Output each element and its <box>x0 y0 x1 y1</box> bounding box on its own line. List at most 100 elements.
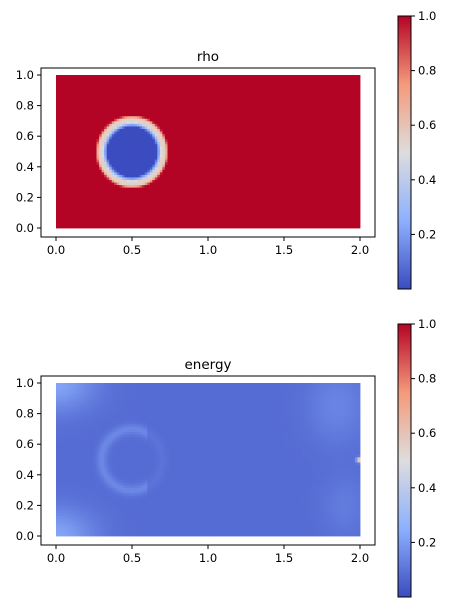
rho-heatmap-cell <box>147 121 150 124</box>
rho-heatmap-cell <box>345 152 348 155</box>
rho-heatmap-cell <box>292 225 295 228</box>
rho-heatmap-cell <box>264 220 267 223</box>
rho-heatmap-cell <box>289 220 292 223</box>
rho-heatmap-cell <box>218 213 221 216</box>
rho-heatmap-cell <box>304 164 307 167</box>
rho-heatmap-cell <box>340 139 343 142</box>
rho-heatmap-cell <box>147 141 150 144</box>
rho-heatmap-cell <box>350 149 353 152</box>
rho-heatmap-cell <box>157 144 160 147</box>
rho-heatmap-cell <box>271 129 274 132</box>
rho-heatmap-cell <box>256 215 259 218</box>
rho-heatmap-cell <box>266 203 269 206</box>
rho-heatmap-cell <box>160 182 163 185</box>
rho-heatmap-cell <box>107 182 110 185</box>
rho-heatmap-cell <box>175 123 178 126</box>
rho-heatmap-cell <box>243 159 246 162</box>
rho-heatmap-cell <box>347 123 350 126</box>
rho-heatmap-cell <box>127 203 130 206</box>
rho-heatmap-cell <box>226 203 229 206</box>
rho-heatmap-cell <box>289 159 292 162</box>
rho-heatmap-cell <box>74 121 77 124</box>
rho-heatmap-cell <box>312 182 315 185</box>
rho-heatmap-cell <box>259 197 262 200</box>
rho-heatmap-cell <box>127 131 130 134</box>
rho-heatmap-cell <box>284 126 287 129</box>
rho-heatmap-cell <box>76 141 79 144</box>
rho-heatmap-cell <box>289 213 292 216</box>
rho-heatmap-cell <box>213 225 216 228</box>
rho-heatmap-cell <box>74 149 77 152</box>
rho-heatmap-cell <box>109 213 112 216</box>
rho-heatmap-cell <box>271 185 274 188</box>
rho-heatmap-cell <box>294 187 297 190</box>
rho-heatmap-cell <box>198 146 201 149</box>
rho-heatmap-cell <box>216 129 219 132</box>
rho-heatmap-cell <box>127 146 130 149</box>
rho-heatmap-cell <box>211 164 214 167</box>
rho-heatmap-cell <box>114 167 117 170</box>
rho-heatmap-cell <box>251 146 254 149</box>
rho-heatmap-cell <box>155 126 158 129</box>
rho-heatmap-cell <box>261 129 264 132</box>
rho-heatmap-cell <box>170 197 173 200</box>
rho-heatmap-cell <box>59 164 62 167</box>
rho-heatmap-cell <box>127 223 130 226</box>
rho-heatmap-cell <box>337 131 340 134</box>
rho-heatmap-cell <box>180 157 183 160</box>
rho-heatmap-cell <box>203 157 206 160</box>
rho-heatmap-cell <box>261 169 264 172</box>
rho-heatmap-cell <box>292 134 295 137</box>
rho-heatmap-cell <box>327 197 330 200</box>
rho-heatmap-cell <box>251 141 254 144</box>
rho-heatmap-cell <box>335 157 338 160</box>
rho-heatmap-cell <box>208 182 211 185</box>
rho-heatmap-cell <box>142 123 145 126</box>
rho-heatmap-cell <box>74 174 77 177</box>
rho-heatmap-cell <box>107 177 110 180</box>
rho-heatmap-cell <box>89 169 92 172</box>
rho-heatmap-cell <box>350 210 353 213</box>
rho-heatmap-cell <box>79 200 82 203</box>
rho-heatmap-cell <box>259 169 262 172</box>
rho-heatmap-cell <box>325 126 328 129</box>
rho-heatmap-cell <box>84 152 87 155</box>
rho-heatmap-cell <box>281 220 284 223</box>
rho-heatmap-cell <box>332 213 335 216</box>
rho-heatmap-cell <box>64 134 67 137</box>
rho-heatmap-cell <box>200 192 203 195</box>
rho-heatmap-cell <box>256 167 259 170</box>
rho-heatmap-cell <box>112 205 115 208</box>
rho-heatmap-cell <box>274 126 277 129</box>
rho-heatmap-cell <box>56 129 59 132</box>
rho-heatmap-cell <box>165 192 168 195</box>
rho-heatmap-cell <box>233 134 236 137</box>
rho-heatmap-cell <box>56 190 59 193</box>
rho-heatmap-cell <box>129 187 132 190</box>
rho-heatmap-cell <box>198 187 201 190</box>
rho-heatmap-cell <box>107 167 110 170</box>
rho-heatmap-cell <box>147 218 150 221</box>
rho-heatmap-cell <box>236 205 239 208</box>
rho-heatmap-cell <box>294 123 297 126</box>
rho-heatmap-cell <box>205 174 208 177</box>
rho-heatmap-cell <box>279 139 282 142</box>
rho-heatmap-cell <box>355 210 358 213</box>
rho-heatmap-cell <box>299 162 302 165</box>
rho-heatmap-cell <box>59 154 62 157</box>
rho-heatmap-cell <box>56 187 59 190</box>
rho-heatmap-cell <box>119 192 122 195</box>
rho-heatmap-cell <box>203 225 206 228</box>
rho-heatmap-cell <box>337 225 340 228</box>
rho-heatmap-cell <box>241 190 244 193</box>
rho-heatmap-cell <box>74 154 77 157</box>
rho-heatmap-cell <box>180 200 183 203</box>
rho-heatmap-cell <box>292 177 295 180</box>
rho-heatmap-cell <box>287 187 290 190</box>
rho-heatmap-cell <box>117 169 120 172</box>
rho-heatmap-cell <box>178 126 181 129</box>
rho-heatmap-cell <box>238 131 241 134</box>
rho-heatmap-cell <box>294 195 297 198</box>
rho-heatmap-cell <box>274 123 277 126</box>
rho-heatmap-cell <box>129 162 132 165</box>
